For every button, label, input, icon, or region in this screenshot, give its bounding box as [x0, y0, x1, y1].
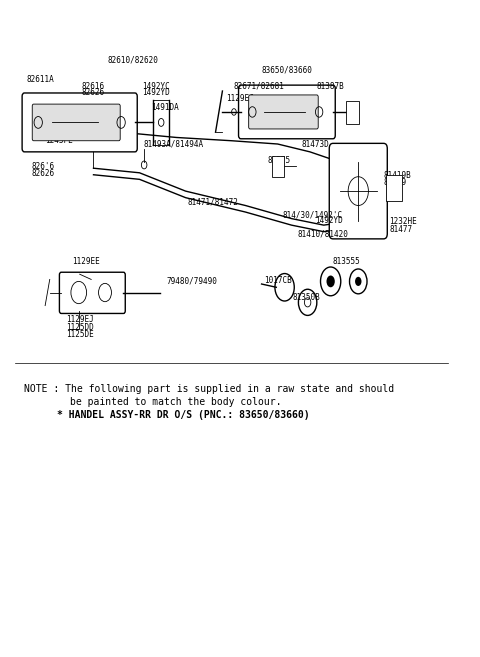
FancyBboxPatch shape: [32, 104, 120, 141]
Text: 82611A: 82611A: [27, 76, 54, 84]
Text: 1125DD: 1125DD: [66, 323, 94, 332]
Text: 82616: 82616: [82, 82, 105, 91]
Text: 81429: 81429: [384, 178, 407, 187]
Text: 1129EE: 1129EE: [72, 257, 99, 265]
Text: 82626: 82626: [82, 89, 105, 97]
Text: 1243XD: 1243XD: [45, 129, 73, 138]
Text: 1129EJ: 1129EJ: [66, 315, 94, 325]
Text: 82610/82620: 82610/82620: [108, 56, 158, 65]
Text: be painted to match the body colour.: be painted to match the body colour.: [71, 397, 282, 407]
Text: 1129EC: 1129EC: [226, 95, 254, 103]
Text: 1017CB: 1017CB: [264, 275, 292, 284]
Text: * HANDEL ASSY-RR DR O/S (PNC.: 83650/83660): * HANDEL ASSY-RR DR O/S (PNC.: 83650/836…: [57, 410, 309, 420]
Text: 82671/82681: 82671/82681: [234, 82, 285, 91]
Text: 1492YC: 1492YC: [142, 82, 169, 91]
Circle shape: [355, 277, 361, 286]
Text: 1492YD: 1492YD: [142, 89, 169, 97]
Text: 81473D: 81473D: [301, 139, 329, 148]
Text: 1491DA: 1491DA: [151, 103, 179, 112]
FancyBboxPatch shape: [329, 143, 387, 239]
Bar: [386, 175, 402, 201]
FancyBboxPatch shape: [249, 95, 318, 129]
Text: 81375: 81375: [267, 156, 291, 165]
Text: 81410/81420: 81410/81420: [298, 230, 348, 238]
Circle shape: [326, 275, 335, 287]
Text: 814/30/1492'C: 814/30/1492'C: [282, 210, 342, 219]
Text: 81493A/81494A: 81493A/81494A: [143, 139, 204, 148]
Text: 81350B: 81350B: [293, 292, 321, 302]
Text: 1125DE: 1125DE: [66, 330, 94, 339]
FancyBboxPatch shape: [60, 272, 125, 313]
Text: 81419B: 81419B: [384, 171, 411, 180]
Bar: [272, 156, 284, 177]
FancyBboxPatch shape: [239, 85, 335, 139]
Text: NOTE : The following part is supplied in a raw state and should: NOTE : The following part is supplied in…: [24, 384, 395, 394]
Text: 81471/81472: 81471/81472: [188, 198, 239, 207]
Text: 81477: 81477: [390, 225, 413, 233]
Text: 813555: 813555: [332, 257, 360, 265]
FancyBboxPatch shape: [22, 93, 137, 152]
Text: 82626: 82626: [31, 169, 54, 178]
Text: 826'6: 826'6: [31, 162, 54, 171]
Text: 79480/79490: 79480/79490: [166, 276, 217, 285]
Text: 83650/83660: 83650/83660: [262, 66, 312, 75]
Bar: [346, 101, 359, 124]
Text: 1243FE: 1243FE: [45, 136, 73, 145]
Text: 81387B: 81387B: [317, 82, 345, 91]
Text: 1492YD: 1492YD: [315, 216, 343, 225]
Text: 1232HE: 1232HE: [390, 217, 417, 227]
